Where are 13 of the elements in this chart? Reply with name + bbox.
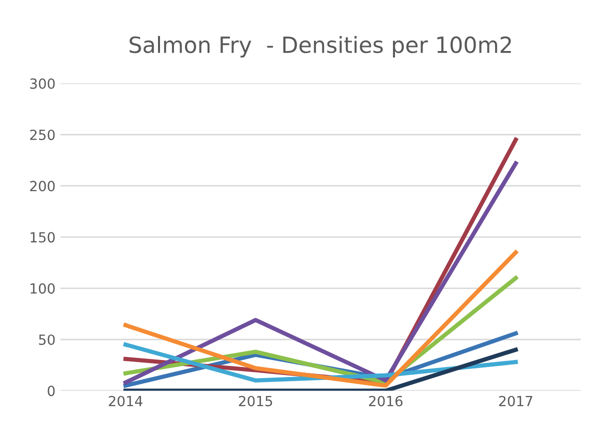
y-tick-label: 150 [30, 232, 55, 243]
x-tick-label: 2017 [499, 396, 532, 406]
x-tick-label: 2016 [369, 396, 402, 406]
line-series [123, 250, 518, 388]
y-tick-label: 100 [30, 283, 55, 294]
x-tick-label: 2015 [238, 396, 272, 406]
y-tick-label: 50 [39, 334, 55, 345]
y-tick-label: 200 [30, 180, 55, 192]
y-tick-label: 0 [48, 386, 55, 396]
chart-title: Salmon Fry - Densities per 100m2 [130, 36, 511, 58]
y-tick-label: 300 [30, 78, 55, 89]
y-tick-label: 250 [30, 130, 55, 140]
x-tick-label: 2014 [108, 396, 142, 406]
